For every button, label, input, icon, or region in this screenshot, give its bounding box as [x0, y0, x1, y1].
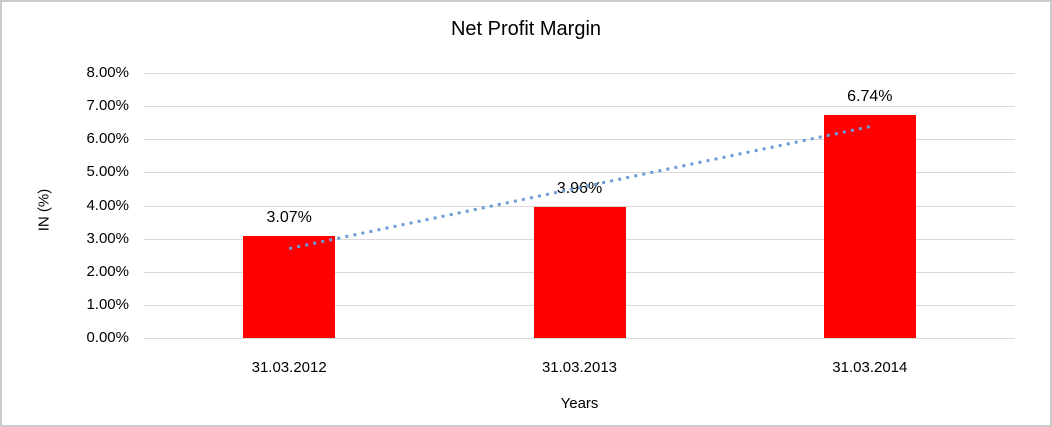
chart-title: Net Profit Margin: [450, 18, 602, 40]
bar-data-label: 3.07%: [266, 209, 312, 227]
gridline: [144, 73, 1015, 74]
y-axis-tick-label: 2.00%: [86, 262, 129, 280]
y-axis-tick-label: 8.00%: [86, 64, 129, 81]
bar-data-label: 3.96%: [556, 179, 603, 197]
y-axis-tick-label: 3.00%: [86, 229, 129, 247]
x-axis-tick-label: 31.03.2012: [251, 359, 327, 376]
y-axis-tick-label: 5.00%: [86, 163, 129, 181]
y-axis-tick-label: 7.00%: [86, 97, 129, 115]
y-axis-tick-label: 6.00%: [86, 130, 129, 148]
y-axis-tick-label: 4.00%: [86, 196, 129, 214]
y-axis-tick-label: 0.00%: [86, 329, 129, 346]
gridline: [144, 106, 1015, 108]
y-axis-tick-label: 1.00%: [86, 295, 129, 313]
bar-data-label: 6.74%: [847, 87, 893, 105]
bar: [823, 114, 916, 338]
gridline: [144, 338, 1015, 339]
bar: [533, 206, 626, 338]
x-axis-tick-label: 31.03.2014: [832, 359, 908, 376]
x-axis-title: Years: [560, 395, 599, 412]
bar: [243, 236, 336, 338]
x-axis-tick-label: 31.03.2013: [541, 359, 618, 376]
